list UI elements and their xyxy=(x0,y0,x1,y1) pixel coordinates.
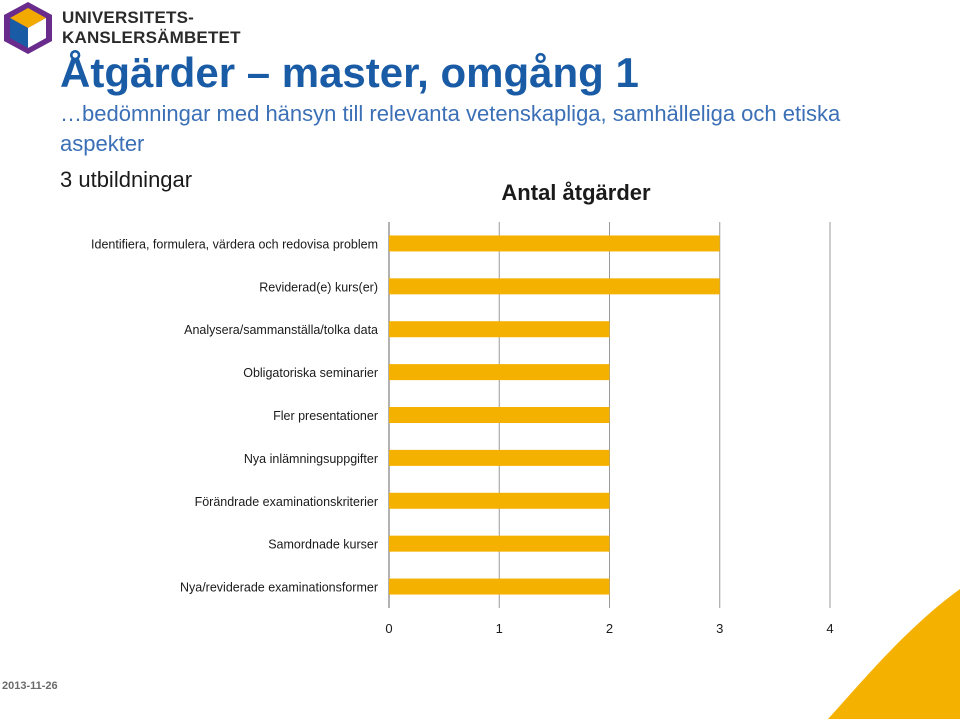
logo-line-1: UNIVERSITETS- xyxy=(62,8,195,27)
category-label: Reviderad(e) kurs(er) xyxy=(259,280,378,294)
chart-title: Antal åtgärder xyxy=(501,180,651,205)
corner-decoration-icon xyxy=(828,589,960,719)
bar xyxy=(389,278,720,295)
bar xyxy=(389,321,610,338)
chart-x-tick-labels: 0 1 2 3 4 xyxy=(385,621,833,636)
bar xyxy=(389,364,610,381)
corner-swoosh-icon xyxy=(828,589,960,719)
chart-bars xyxy=(389,235,720,595)
page-subtitle: …bedömningar med hänsyn till relevanta v… xyxy=(60,101,841,156)
date-label: 2013-11-26 xyxy=(2,680,58,692)
logo-wordmark: UNIVERSITETS- KANSLERSÄMBETET xyxy=(62,8,241,48)
page-title: Åtgärder – master, omgång 1 xyxy=(60,49,639,96)
category-label: Identifiera, formulera, värdera och redo… xyxy=(91,237,378,251)
x-tick-label: 4 xyxy=(826,621,833,636)
category-label: Fler presentationer xyxy=(273,409,378,423)
bar xyxy=(389,449,610,466)
logo-hexagon-left-icon xyxy=(10,18,28,48)
x-tick-label: 1 xyxy=(496,621,503,636)
category-label: Analysera/sammanställa/tolka data xyxy=(184,323,378,337)
bar xyxy=(389,535,610,552)
bar xyxy=(389,407,610,423)
logo-line-2: KANSLERSÄMBETET xyxy=(62,28,241,47)
category-label: Nya/reviderade examinationsformer xyxy=(180,581,378,595)
bar xyxy=(389,235,720,252)
category-label: Nya inlämningsuppgifter xyxy=(244,452,378,466)
logo-hexagon-right-icon xyxy=(28,18,46,48)
program-count-label: 3 utbildningar xyxy=(60,167,193,192)
agency-logo: UNIVERSITETS- KANSLERSÄMBETET xyxy=(0,0,250,56)
logo-mark-icon xyxy=(4,2,52,54)
x-tick-label: 0 xyxy=(385,621,392,636)
chart-category-labels: Identifiera, formulera, värdera och redo… xyxy=(91,237,378,594)
bar xyxy=(389,492,610,509)
x-tick-label: 3 xyxy=(716,621,723,636)
category-label: Obligatoriska seminarier xyxy=(243,366,378,380)
category-label: Förändrade examinationskriterier xyxy=(195,495,378,509)
x-tick-label: 2 xyxy=(606,621,613,636)
bar xyxy=(389,578,610,595)
category-label: Samordnade kurser xyxy=(268,538,378,552)
